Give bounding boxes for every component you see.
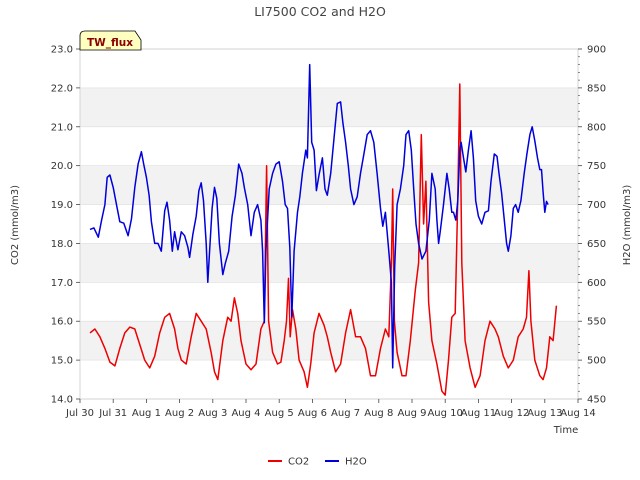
y-tick-label: 14.0 xyxy=(51,395,73,406)
x-tick-label: Aug 5 xyxy=(265,408,294,419)
x-tick-label: Jul 30 xyxy=(65,408,94,419)
y-tick-label: 15.0 xyxy=(51,356,73,367)
y2-tick-label: 900 xyxy=(587,45,606,56)
y2-tick-label: 800 xyxy=(587,122,606,133)
series-line-h2o xyxy=(89,63,549,369)
series-layer xyxy=(89,63,558,396)
y-tick-label: 18.0 xyxy=(51,239,73,250)
x-axis-title: Time xyxy=(553,425,578,436)
x-tick-label: Aug 8 xyxy=(364,408,393,419)
x-tick-label: Aug 6 xyxy=(298,408,327,419)
y2-tick-label: 550 xyxy=(587,317,606,328)
badge-label: TW_flux xyxy=(87,37,133,49)
chart-title: LI7500 CO2 and H2O xyxy=(254,4,386,19)
axis-ticks: 14.0 15.0 16.0 17.0 18.0 19.0 20.0 21.0 22.0 23.0… xyxy=(51,45,606,420)
y2-tick-label: 750 xyxy=(587,161,606,172)
y-tick-label: 23.0 xyxy=(51,45,73,56)
y-tick-label: 22.0 xyxy=(51,83,73,94)
y-tick-label: 21.0 xyxy=(51,122,73,133)
badge-box xyxy=(79,30,142,51)
y-tick-label: 19.0 xyxy=(51,200,73,211)
x-tick-label: Aug 4 xyxy=(231,408,260,419)
x-tick-label: Aug 12 xyxy=(494,408,529,419)
legend-label-h2o: H2O xyxy=(345,457,367,468)
x-tick-label: Aug 10 xyxy=(427,408,462,419)
legend: CO2 H2O xyxy=(268,457,367,468)
plot-band xyxy=(80,282,578,322)
x-tick-label: Aug 13 xyxy=(527,408,562,419)
y2-tick-label: 600 xyxy=(587,278,606,289)
y-tick-label: 20.0 xyxy=(51,161,73,172)
y2-tick-label: 650 xyxy=(587,239,606,250)
plot-frame xyxy=(79,48,579,400)
y-axis-title: CO2 (mmol/m3) xyxy=(10,185,21,265)
series-line-co2 xyxy=(89,83,558,396)
x-tick-label: Aug 11 xyxy=(461,408,496,419)
y2-tick-label: 500 xyxy=(587,356,606,367)
plot-band xyxy=(80,87,578,127)
y-tick-label: 17.0 xyxy=(51,278,73,289)
y-tick-label: 16.0 xyxy=(51,317,73,328)
y2-tick-label: 450 xyxy=(587,395,606,406)
x-tick-label: Aug 3 xyxy=(198,408,227,419)
y2-tick-label: 700 xyxy=(587,200,606,211)
plot-band xyxy=(80,360,578,399)
plot-band xyxy=(80,243,578,283)
x-tick-label: Aug 14 xyxy=(560,408,595,419)
x-tick-label: Aug 9 xyxy=(397,408,426,419)
plot-band xyxy=(80,49,578,88)
x-tick-label: Aug 7 xyxy=(331,408,360,419)
x-tick-label: Aug 2 xyxy=(165,408,194,419)
legend-label-co2: CO2 xyxy=(288,457,309,468)
tw-flux-badge: TW_flux xyxy=(79,30,142,51)
plot-band xyxy=(80,126,578,166)
y2-axis-title: H2O (mmol/m3) xyxy=(622,185,633,266)
y2-tick-label: 850 xyxy=(587,83,606,94)
x-tick-label: Aug 1 xyxy=(132,408,161,419)
x-tick-label: Jul 31 xyxy=(98,408,127,419)
